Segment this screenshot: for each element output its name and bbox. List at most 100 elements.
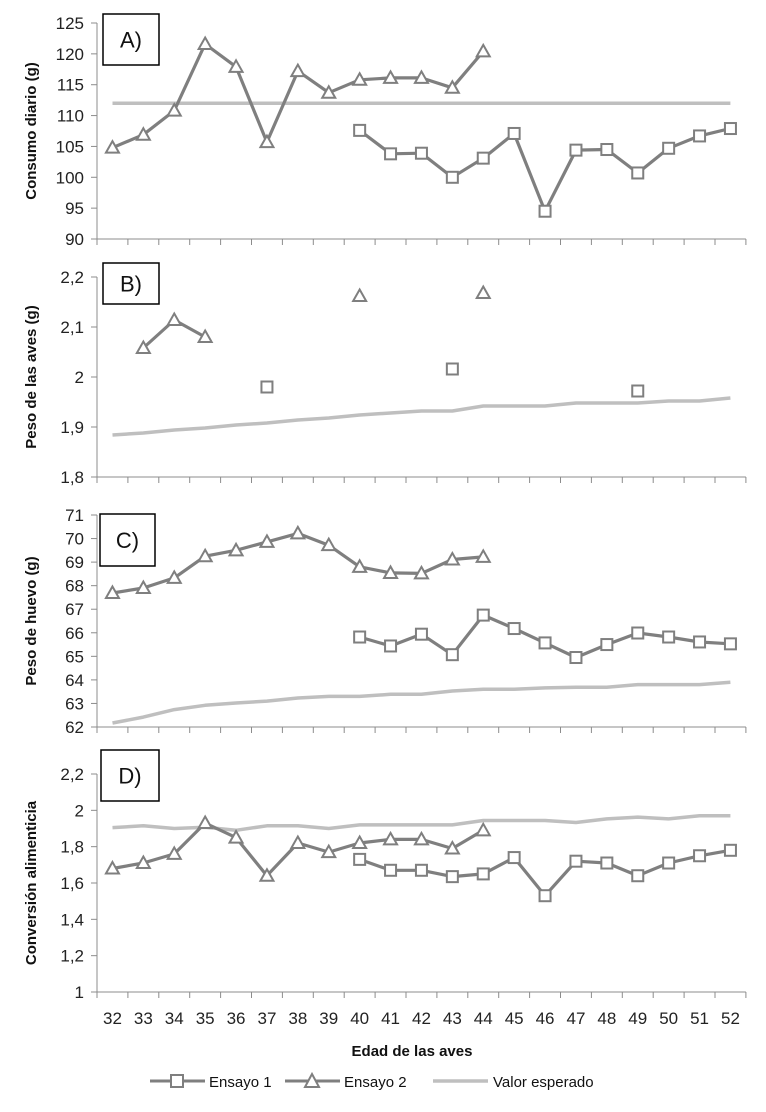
y-tick-label: 1,9 <box>60 418 84 437</box>
y-tick-label: 120 <box>56 45 84 64</box>
x-tick-label: 33 <box>134 1009 153 1028</box>
data-point-square <box>569 854 583 868</box>
data-point-square <box>693 849 707 863</box>
legend-item-valor-esperado: Valor esperado <box>433 1074 594 1091</box>
data-point-square <box>507 622 521 636</box>
data-point-square <box>476 608 490 622</box>
y-tick-label: 66 <box>65 624 84 643</box>
data-point-triangle <box>135 579 152 595</box>
panel-label: C) <box>116 528 139 553</box>
y-tick-label: 70 <box>65 530 84 549</box>
series-ensayo-2 <box>104 524 492 599</box>
data-point-square <box>414 627 428 641</box>
data-point-triangle <box>475 42 492 58</box>
data-point-triangle <box>320 843 337 859</box>
panel-c: 62 63 64 65 66 67 68 69 70 71 Peso de huevo (g) C) <box>23 506 747 737</box>
data-point-square <box>600 856 614 870</box>
data-point-triangle <box>104 584 121 599</box>
legend-item-ensayo-2: Ensayo 2 <box>285 1071 407 1091</box>
x-tick-label: 36 <box>227 1009 246 1028</box>
y-tick-label: 71 <box>65 506 84 525</box>
x-tick-label: 42 <box>412 1009 431 1028</box>
data-point-square <box>507 126 521 140</box>
data-point-triangle <box>351 287 368 302</box>
panel-a: 90 95 100 105 110 115 120 125 Consumo diario (g)… <box>23 13 747 249</box>
y-tick-label: 1,8 <box>60 838 84 857</box>
y-tick-label: 64 <box>65 671 84 690</box>
data-point-square <box>631 626 645 640</box>
y-tick-label: 65 <box>65 647 84 666</box>
legend-square-marker <box>170 1074 184 1088</box>
y-tick-label: 1,4 <box>60 910 84 929</box>
legend-item-ensayo-1: Ensayo 1 <box>150 1074 272 1091</box>
x-tick-label: 41 <box>381 1009 400 1028</box>
data-point-triangle <box>227 58 245 73</box>
series-ensayo-1 <box>353 843 737 903</box>
data-point-triangle <box>258 533 276 548</box>
y-axis-title: Conversión alimenticia <box>23 800 40 965</box>
data-point-square <box>445 648 459 662</box>
x-tick-label: 51 <box>690 1009 709 1028</box>
panel-label: B) <box>120 272 142 297</box>
data-point-triangle <box>289 834 307 850</box>
y-tick-label: 105 <box>56 137 84 156</box>
data-point-triangle <box>444 839 461 855</box>
data-point-square <box>693 635 707 649</box>
y-tick-label: 2,1 <box>60 318 84 337</box>
data-point-triangle <box>135 339 152 354</box>
data-point-triangle <box>104 859 121 875</box>
data-point-square <box>631 869 645 883</box>
y-tick-label: 2,2 <box>60 268 84 287</box>
data-point-triangle <box>166 311 183 326</box>
y-tick-label: 2 <box>75 801 84 820</box>
x-tick-label: 46 <box>536 1009 555 1028</box>
y-tick-label: 95 <box>65 199 84 218</box>
data-point-triangle <box>475 821 492 837</box>
x-tick-label: 40 <box>350 1009 369 1028</box>
data-point-triangle <box>320 536 337 552</box>
data-point-triangle <box>196 814 214 830</box>
data-point-triangle <box>475 284 492 299</box>
y-tick-label: 67 <box>65 600 84 619</box>
data-point-square <box>476 867 490 881</box>
y-tick-label: 115 <box>57 76 84 95</box>
series-valor-esperado <box>112 680 731 725</box>
series-ensayo-2 <box>135 284 492 354</box>
y-tick-label: 2 <box>75 368 84 387</box>
data-point-triangle <box>413 564 430 580</box>
data-point-square <box>631 384 645 398</box>
series-ensayo-2 <box>104 35 492 154</box>
data-point-square <box>538 204 552 218</box>
x-axis-title: Edad de las aves <box>352 1043 473 1060</box>
data-point-square <box>600 143 614 157</box>
data-point-square <box>538 889 552 903</box>
data-point-triangle <box>258 867 276 882</box>
y-tick-label: 2,2 <box>60 765 84 784</box>
data-point-square <box>507 851 521 865</box>
data-point-triangle <box>166 845 183 860</box>
series-ensayo-1 <box>260 362 645 398</box>
x-tick-label: 34 <box>165 1009 184 1028</box>
data-point-triangle <box>382 564 399 579</box>
data-point-square <box>662 856 676 870</box>
data-point-triangle <box>135 854 152 870</box>
data-point-square <box>384 639 398 653</box>
x-tick-label: 32 <box>103 1009 122 1028</box>
y-tick-label: 1,8 <box>60 468 84 487</box>
series-ensayo-2 <box>104 814 492 882</box>
data-point-triangle <box>227 829 245 844</box>
data-point-triangle <box>166 569 183 584</box>
panel-label: A) <box>120 28 142 53</box>
data-point-square <box>445 870 459 884</box>
data-point-triangle <box>196 328 214 343</box>
y-tick-label: 69 <box>65 553 84 572</box>
y-tick-label: 63 <box>65 694 84 713</box>
series-line-ensayo-1 <box>358 126 731 213</box>
y-tick-label: 62 <box>65 718 84 737</box>
series-line-valor-esperado <box>112 680 731 725</box>
x-tick-label: 52 <box>721 1009 740 1028</box>
data-point-triangle <box>104 139 121 154</box>
data-point-square <box>445 170 459 184</box>
data-point-triangle <box>289 524 307 540</box>
data-point-triangle <box>444 550 461 566</box>
